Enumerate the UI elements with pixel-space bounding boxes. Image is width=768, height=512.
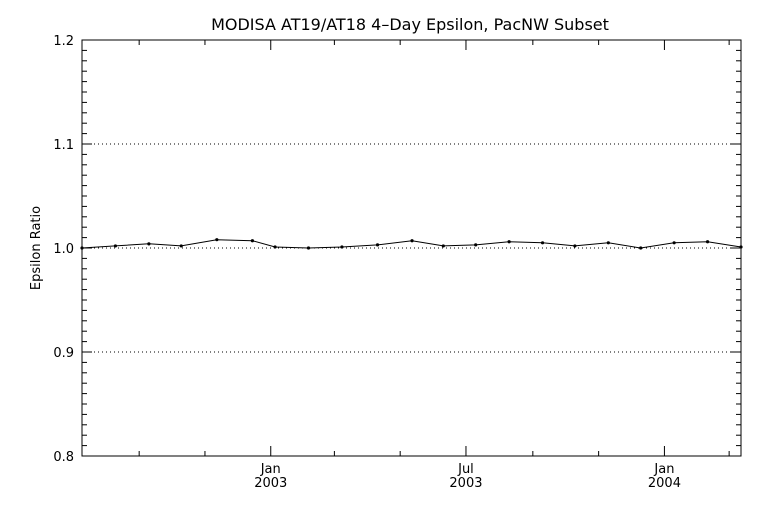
- data-point: [441, 244, 445, 248]
- data-point: [507, 240, 511, 244]
- y-tick-label: 1.1: [53, 138, 74, 153]
- x-tick-label: Jan: [260, 462, 281, 477]
- data-point: [739, 245, 743, 249]
- y-axis: 0.8 0.9 1.0 1.1 1.2: [53, 34, 741, 465]
- data-point: [540, 241, 545, 245]
- x-tick-label: Jul: [457, 462, 474, 477]
- data-point: [606, 241, 610, 245]
- x-tick-label: Jan: [653, 462, 674, 477]
- data-point: [179, 244, 183, 248]
- y-tick-label: 1.2: [53, 34, 74, 49]
- data-point: [306, 246, 311, 250]
- data-point: [639, 246, 643, 250]
- data-point: [672, 241, 676, 245]
- data-point: [250, 239, 255, 243]
- y-axis-label: Epsilon Ratio: [29, 206, 44, 290]
- data-point: [474, 243, 478, 247]
- data-point: [573, 244, 577, 248]
- data-point: [215, 238, 219, 242]
- x-tick-sublabel: 2003: [449, 476, 482, 491]
- y-tick-label: 0.8: [53, 450, 74, 465]
- data-point: [80, 246, 84, 250]
- data-point: [273, 245, 277, 249]
- y-tick-label: 0.9: [53, 346, 74, 361]
- data-point: [340, 245, 344, 249]
- data-point: [113, 244, 118, 248]
- y-tick-label: 1.0: [53, 242, 74, 257]
- series-epsilon: [80, 238, 743, 250]
- data-point: [375, 243, 380, 247]
- data-point: [147, 242, 151, 246]
- chart-title: MODISA AT19/AT18 4–Day Epsilon, PacNW Su…: [211, 15, 609, 34]
- data-point: [705, 240, 710, 244]
- data-point: [410, 239, 414, 243]
- x-tick-sublabel: 2004: [648, 476, 681, 491]
- x-tick-sublabel: 2003: [254, 476, 287, 491]
